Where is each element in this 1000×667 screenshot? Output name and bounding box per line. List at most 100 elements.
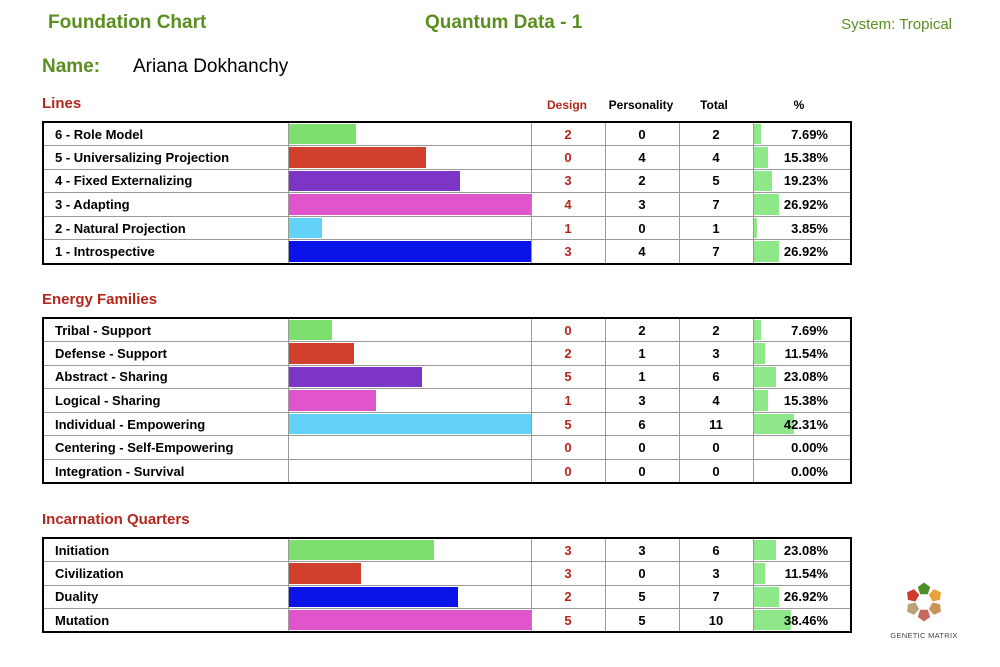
value-bar xyxy=(288,217,323,239)
percent-cell: 0.00% xyxy=(752,435,852,461)
personality-value: 0 xyxy=(604,459,680,484)
table-row: Abstract - Sharing 5 1 6 23.08% xyxy=(42,364,852,390)
personality-value: 4 xyxy=(604,239,680,265)
percent-cell: 0.00% xyxy=(752,459,852,484)
chart-title: Foundation Chart xyxy=(48,12,207,33)
percent-bar xyxy=(753,194,780,215)
bar-cell xyxy=(287,537,532,563)
percent-cell: 23.08% xyxy=(752,364,852,390)
percent-value: 11.54% xyxy=(784,565,828,581)
value-bar xyxy=(288,563,362,584)
row-label: Defense - Support xyxy=(42,341,289,366)
design-value: 5 xyxy=(530,364,606,390)
value-bar xyxy=(288,124,357,145)
total-value: 7 xyxy=(678,584,754,610)
design-value: 4 xyxy=(530,192,606,217)
row-label: Individual - Empowering xyxy=(42,411,289,437)
percent-cell: 15.38% xyxy=(752,388,852,413)
value-bar xyxy=(288,343,354,364)
logo-petal xyxy=(928,589,941,602)
percent-cell: 11.54% xyxy=(752,561,852,586)
bar-cell xyxy=(287,341,532,366)
percent-cell: 26.92% xyxy=(752,239,852,265)
bar-cell xyxy=(287,459,532,484)
table-row: 6 - Role Model 2 0 2 7.69% xyxy=(42,121,852,147)
row-label: Initiation xyxy=(42,537,289,563)
total-value: 10 xyxy=(678,608,754,633)
percent-cell: 3.85% xyxy=(752,215,852,241)
total-value: 11 xyxy=(678,411,754,437)
value-bar xyxy=(288,147,427,168)
design-value: 0 xyxy=(530,459,606,484)
bar-cell xyxy=(287,215,532,241)
percent-cell: 15.38% xyxy=(752,145,852,170)
bar-cell xyxy=(287,168,532,194)
percent-value: 15.38% xyxy=(783,149,828,165)
total-value: 3 xyxy=(678,561,754,586)
percent-value: 23.08% xyxy=(783,369,828,385)
design-value: 3 xyxy=(530,537,606,563)
design-value: 3 xyxy=(530,168,606,194)
logo-petal xyxy=(907,602,920,615)
design-value: 0 xyxy=(530,317,606,343)
total-value: 5 xyxy=(678,168,754,194)
table-row: Individual - Empowering 5 6 11 42.31% xyxy=(42,411,852,437)
table-row: Centering - Self-Empowering 0 0 0 0.00% xyxy=(42,435,852,461)
lines-table: 6 - Role Model 2 0 2 7.69% 5 - Universalizing… xyxy=(42,121,852,265)
percent-bar xyxy=(753,586,780,608)
design-value: 2 xyxy=(530,584,606,610)
row-label: 2 - Natural Projection xyxy=(42,215,289,241)
personality-value: 5 xyxy=(604,608,680,633)
percent-bar xyxy=(753,124,761,145)
design-value: 2 xyxy=(530,341,606,366)
percent-value: 23.08% xyxy=(783,542,828,558)
percent-value: 26.92% xyxy=(783,244,828,260)
energy-families-table: Tribal - Support 0 2 2 7.69% Defense - Suppor… xyxy=(42,317,852,485)
total-value: 0 xyxy=(678,435,754,461)
percent-cell: 26.92% xyxy=(752,192,852,217)
bar-cell xyxy=(287,317,532,343)
row-label: 5 - Universalizing Projection xyxy=(42,145,289,170)
logo-petal xyxy=(907,589,920,602)
percent-cell: 38.46% xyxy=(752,608,852,633)
value-bar xyxy=(288,194,531,215)
personality-value: 1 xyxy=(604,341,680,366)
logo-petal xyxy=(917,609,931,622)
percent-bar xyxy=(753,241,780,262)
column-header-total: Total xyxy=(700,98,728,112)
design-value: 3 xyxy=(530,561,606,586)
percent-bar xyxy=(753,610,791,631)
section-title-incarnation-quarters: Incarnation Quarters xyxy=(42,511,190,528)
column-header-percent: % xyxy=(793,98,805,112)
row-label: Abstract - Sharing xyxy=(42,364,289,390)
percent-bar xyxy=(753,540,776,561)
design-value: 0 xyxy=(530,435,606,461)
percent-bar xyxy=(753,320,761,341)
personality-value: 2 xyxy=(604,168,680,194)
logo-petal xyxy=(928,602,941,615)
percent-value: 0.00% xyxy=(791,463,828,479)
total-value: 6 xyxy=(678,537,754,563)
personality-value: 5 xyxy=(604,584,680,610)
personality-value: 3 xyxy=(604,537,680,563)
genetic-matrix-logo-icon xyxy=(907,582,941,622)
column-header-personality: Personality xyxy=(608,98,674,112)
section-title-energy-families: Energy Families xyxy=(42,291,158,308)
percent-cell: 7.69% xyxy=(752,121,852,147)
design-value: 0 xyxy=(530,145,606,170)
value-bar xyxy=(288,170,461,192)
bar-cell xyxy=(287,411,532,437)
percent-bar xyxy=(753,343,765,364)
row-label: Duality xyxy=(42,584,289,610)
name-label: Name: xyxy=(42,56,101,77)
design-value: 1 xyxy=(530,215,606,241)
percent-bar xyxy=(753,366,776,388)
percent-cell: 11.54% xyxy=(752,341,852,366)
percent-bar xyxy=(753,147,769,168)
column-header-design: Design xyxy=(546,98,587,112)
incarnation-quarters-table: Initiation 3 3 6 23.08% Civilization 3 0 3 11.54%… xyxy=(42,537,852,634)
table-row: 2 - Natural Projection 1 0 1 3.85% xyxy=(42,215,852,241)
table-row: Tribal - Support 0 2 2 7.69% xyxy=(42,317,852,343)
personality-value: 3 xyxy=(604,192,680,217)
personality-value: 3 xyxy=(604,388,680,413)
